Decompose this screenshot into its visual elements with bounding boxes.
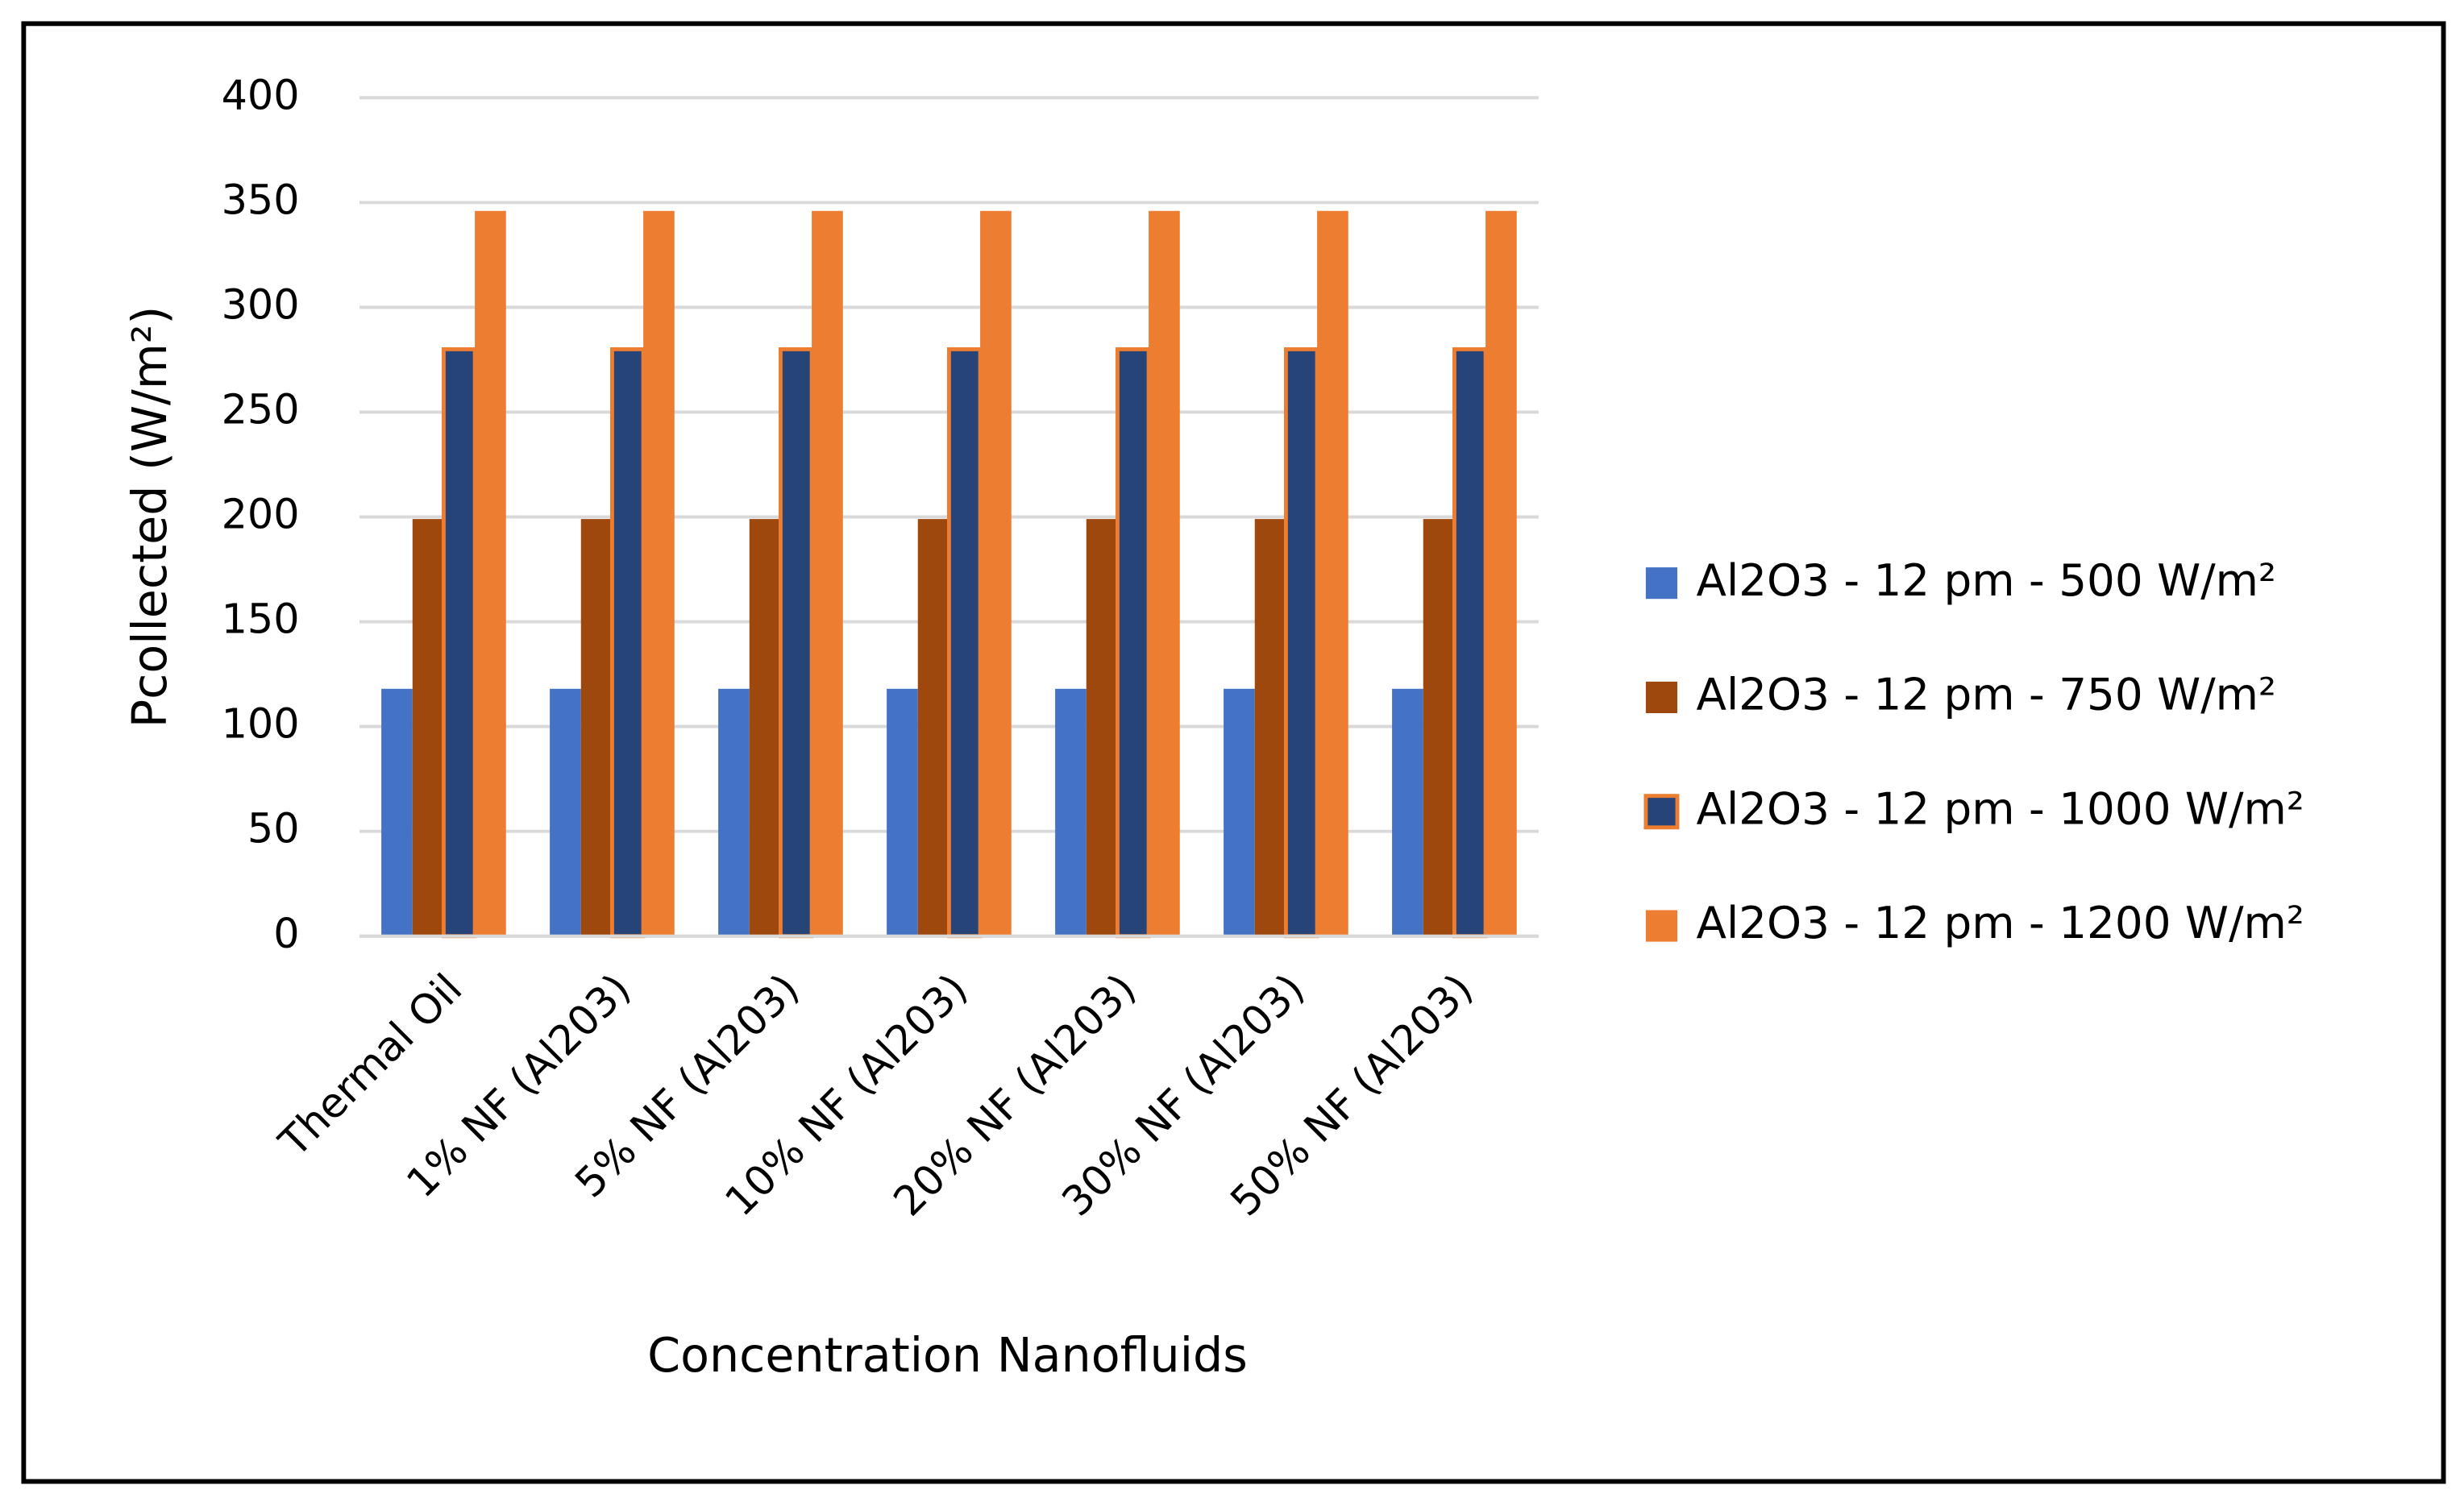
legend-swatch — [1645, 681, 1678, 714]
legend-label: Al2O3 - 12 pm - 1200 W/m² — [1696, 897, 2304, 948]
x-axis-title: Concentration Nanofluids — [647, 1328, 1248, 1383]
bar — [718, 688, 750, 936]
bar — [1115, 346, 1151, 939]
bar — [778, 346, 814, 939]
y-tick-label: 0 — [273, 910, 299, 957]
legend-label: Al2O3 - 12 pm - 750 W/m² — [1696, 669, 2275, 720]
y-tick-label: 50 — [247, 805, 300, 853]
bar — [381, 688, 413, 936]
bar — [580, 519, 613, 936]
y-tick-label: 200 — [222, 491, 300, 538]
legend-swatch — [1643, 794, 1680, 830]
bar — [1254, 519, 1286, 936]
y-tick-label: 350 — [222, 176, 300, 223]
y-tick-label: 250 — [222, 385, 300, 433]
bar — [1485, 210, 1517, 936]
bar — [946, 346, 983, 939]
bar — [643, 210, 675, 936]
legend-label: Al2O3 - 12 pm - 1000 W/m² — [1696, 782, 2304, 834]
y-tick-label: 150 — [222, 595, 300, 643]
bar — [475, 210, 506, 936]
legend-swatch — [1645, 567, 1678, 600]
bar — [1392, 688, 1423, 936]
bar — [749, 519, 781, 936]
legend-label: Al2O3 - 12 pm - 500 W/m² — [1696, 554, 2275, 606]
bar — [1224, 688, 1255, 936]
bar — [550, 688, 581, 936]
legend-swatch — [1645, 910, 1678, 942]
bar — [610, 346, 646, 939]
bar — [812, 210, 843, 936]
bar — [917, 519, 949, 936]
bar — [1086, 519, 1118, 936]
bar — [887, 688, 918, 936]
bar — [1423, 519, 1455, 936]
bar — [980, 210, 1012, 936]
y-axis-title: Pcollected (W/m²) — [123, 306, 177, 728]
bar — [1452, 346, 1488, 939]
y-tick-label: 400 — [222, 71, 300, 118]
bar — [412, 519, 444, 936]
bar — [1055, 688, 1087, 936]
bar — [1317, 210, 1348, 936]
y-tick-label: 300 — [222, 280, 300, 328]
bar — [1149, 210, 1180, 936]
bar — [1283, 346, 1319, 939]
y-tick-label: 100 — [222, 700, 300, 748]
bar — [442, 346, 477, 939]
